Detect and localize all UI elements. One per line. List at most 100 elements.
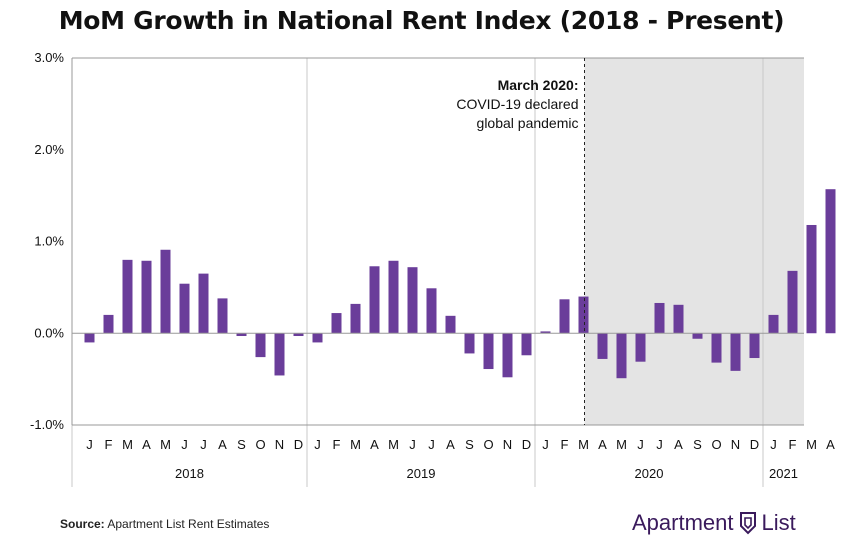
brand-right: List xyxy=(761,510,796,535)
annotation-line: global pandemic xyxy=(477,115,579,131)
y-tick-label: 0.0% xyxy=(34,325,64,340)
bar-2019-3 xyxy=(350,303,361,334)
bar-2018-8 xyxy=(217,298,228,334)
apartment-list-logo-icon xyxy=(739,512,756,535)
bar-2018-3 xyxy=(122,259,133,334)
x-month-label: D xyxy=(294,437,303,452)
bar-2020-10 xyxy=(711,333,722,363)
y-tick-label: 3.0% xyxy=(34,50,64,65)
x-month-label: M xyxy=(122,437,133,452)
x-month-label: M xyxy=(388,437,399,452)
bar-2020-11 xyxy=(730,333,741,371)
x-month-label: S xyxy=(237,437,246,452)
bar-2019-4 xyxy=(369,266,380,334)
bar-2018-11 xyxy=(274,333,285,376)
y-tick-label: 2.0% xyxy=(34,142,64,157)
x-month-label: M xyxy=(350,437,361,452)
bar-2019-8 xyxy=(445,315,456,334)
bar-2019-6 xyxy=(407,267,418,334)
x-month-label: F xyxy=(561,437,569,452)
bar-2020-6 xyxy=(635,333,646,362)
x-year-label: 2019 xyxy=(407,466,436,481)
bar-2020-9 xyxy=(692,333,703,339)
bar-2018-6 xyxy=(179,283,190,334)
x-year-label: 2018 xyxy=(175,466,204,481)
bar-2019-1 xyxy=(312,333,323,343)
bar-2019-2 xyxy=(331,313,342,334)
bar-2020-2 xyxy=(559,299,570,334)
bar-2020-3 xyxy=(578,296,589,334)
annotation-line: COVID-19 declared xyxy=(456,96,578,112)
source-note: Source: Apartment List Rent Estimates xyxy=(60,517,269,531)
x-month-label: S xyxy=(465,437,474,452)
x-month-label: J xyxy=(428,437,435,452)
x-month-label: J xyxy=(314,437,321,452)
bar-2019-12 xyxy=(521,333,532,356)
x-year-label: 2020 xyxy=(635,466,664,481)
x-month-label: J xyxy=(409,437,416,452)
x-month-label: A xyxy=(370,437,379,452)
x-month-label: M xyxy=(578,437,589,452)
x-month-label: J xyxy=(656,437,663,452)
x-month-label: N xyxy=(503,437,512,452)
x-month-label: F xyxy=(789,437,797,452)
x-month-label: M xyxy=(806,437,817,452)
bar-2018-9 xyxy=(236,333,247,337)
x-month-label: A xyxy=(142,437,151,452)
bar-2019-10 xyxy=(483,333,494,370)
brand-left: Apartment xyxy=(632,510,734,535)
bar-2021-1 xyxy=(768,314,779,334)
bar-2018-10 xyxy=(255,333,266,358)
bar-2018-4 xyxy=(141,260,152,334)
x-month-label: F xyxy=(333,437,341,452)
x-month-label: J xyxy=(86,437,93,452)
bar-2021-2 xyxy=(787,270,798,334)
x-month-label: A xyxy=(598,437,607,452)
x-month-label: A xyxy=(446,437,455,452)
bar-2019-9 xyxy=(464,333,475,354)
y-tick-label: 1.0% xyxy=(34,234,64,249)
x-month-label: O xyxy=(255,437,265,452)
x-month-label: N xyxy=(275,437,284,452)
x-month-label: D xyxy=(522,437,531,452)
x-month-label: D xyxy=(750,437,759,452)
bar-2018-12 xyxy=(293,333,304,337)
x-month-label: J xyxy=(181,437,188,452)
brand-logo: Apartment List xyxy=(632,510,796,536)
chart-title: MoM Growth in National Rent Index (2018 … xyxy=(58,6,785,35)
bar-2019-11 xyxy=(502,333,513,378)
bar-2019-7 xyxy=(426,288,437,334)
x-month-label: J xyxy=(637,437,644,452)
x-month-label: A xyxy=(674,437,683,452)
x-month-label: M xyxy=(616,437,627,452)
bar-2020-4 xyxy=(597,333,608,359)
x-month-label: F xyxy=(105,437,113,452)
source-text: Apartment List Rent Estimates xyxy=(107,517,270,531)
x-year-label: 2021 xyxy=(769,466,798,481)
x-month-label: J xyxy=(200,437,207,452)
x-month-label: N xyxy=(731,437,740,452)
bar-2020-5 xyxy=(616,333,627,379)
bar-2018-5 xyxy=(160,249,171,334)
bar-2020-12 xyxy=(749,333,760,359)
x-month-label: A xyxy=(218,437,227,452)
source-label: Source: xyxy=(60,517,105,531)
x-month-label: O xyxy=(711,437,721,452)
bar-2018-2 xyxy=(103,314,114,334)
bar-2021-4 xyxy=(825,189,836,334)
annotation-heading: March 2020: xyxy=(498,77,579,93)
bar-2019-5 xyxy=(388,260,399,334)
x-month-label: J xyxy=(542,437,549,452)
x-month-label: M xyxy=(160,437,171,452)
bar-2018-1 xyxy=(84,333,95,343)
x-month-label: J xyxy=(770,437,777,452)
x-month-label: S xyxy=(693,437,702,452)
x-month-label: O xyxy=(483,437,493,452)
bar-2020-1 xyxy=(540,331,551,334)
y-tick-label: -1.0% xyxy=(30,417,64,432)
bar-2021-3 xyxy=(806,224,817,334)
bar-2020-7 xyxy=(654,302,665,334)
bar-2020-8 xyxy=(673,304,684,334)
x-month-label: A xyxy=(826,437,835,452)
bar-2018-7 xyxy=(198,273,209,334)
